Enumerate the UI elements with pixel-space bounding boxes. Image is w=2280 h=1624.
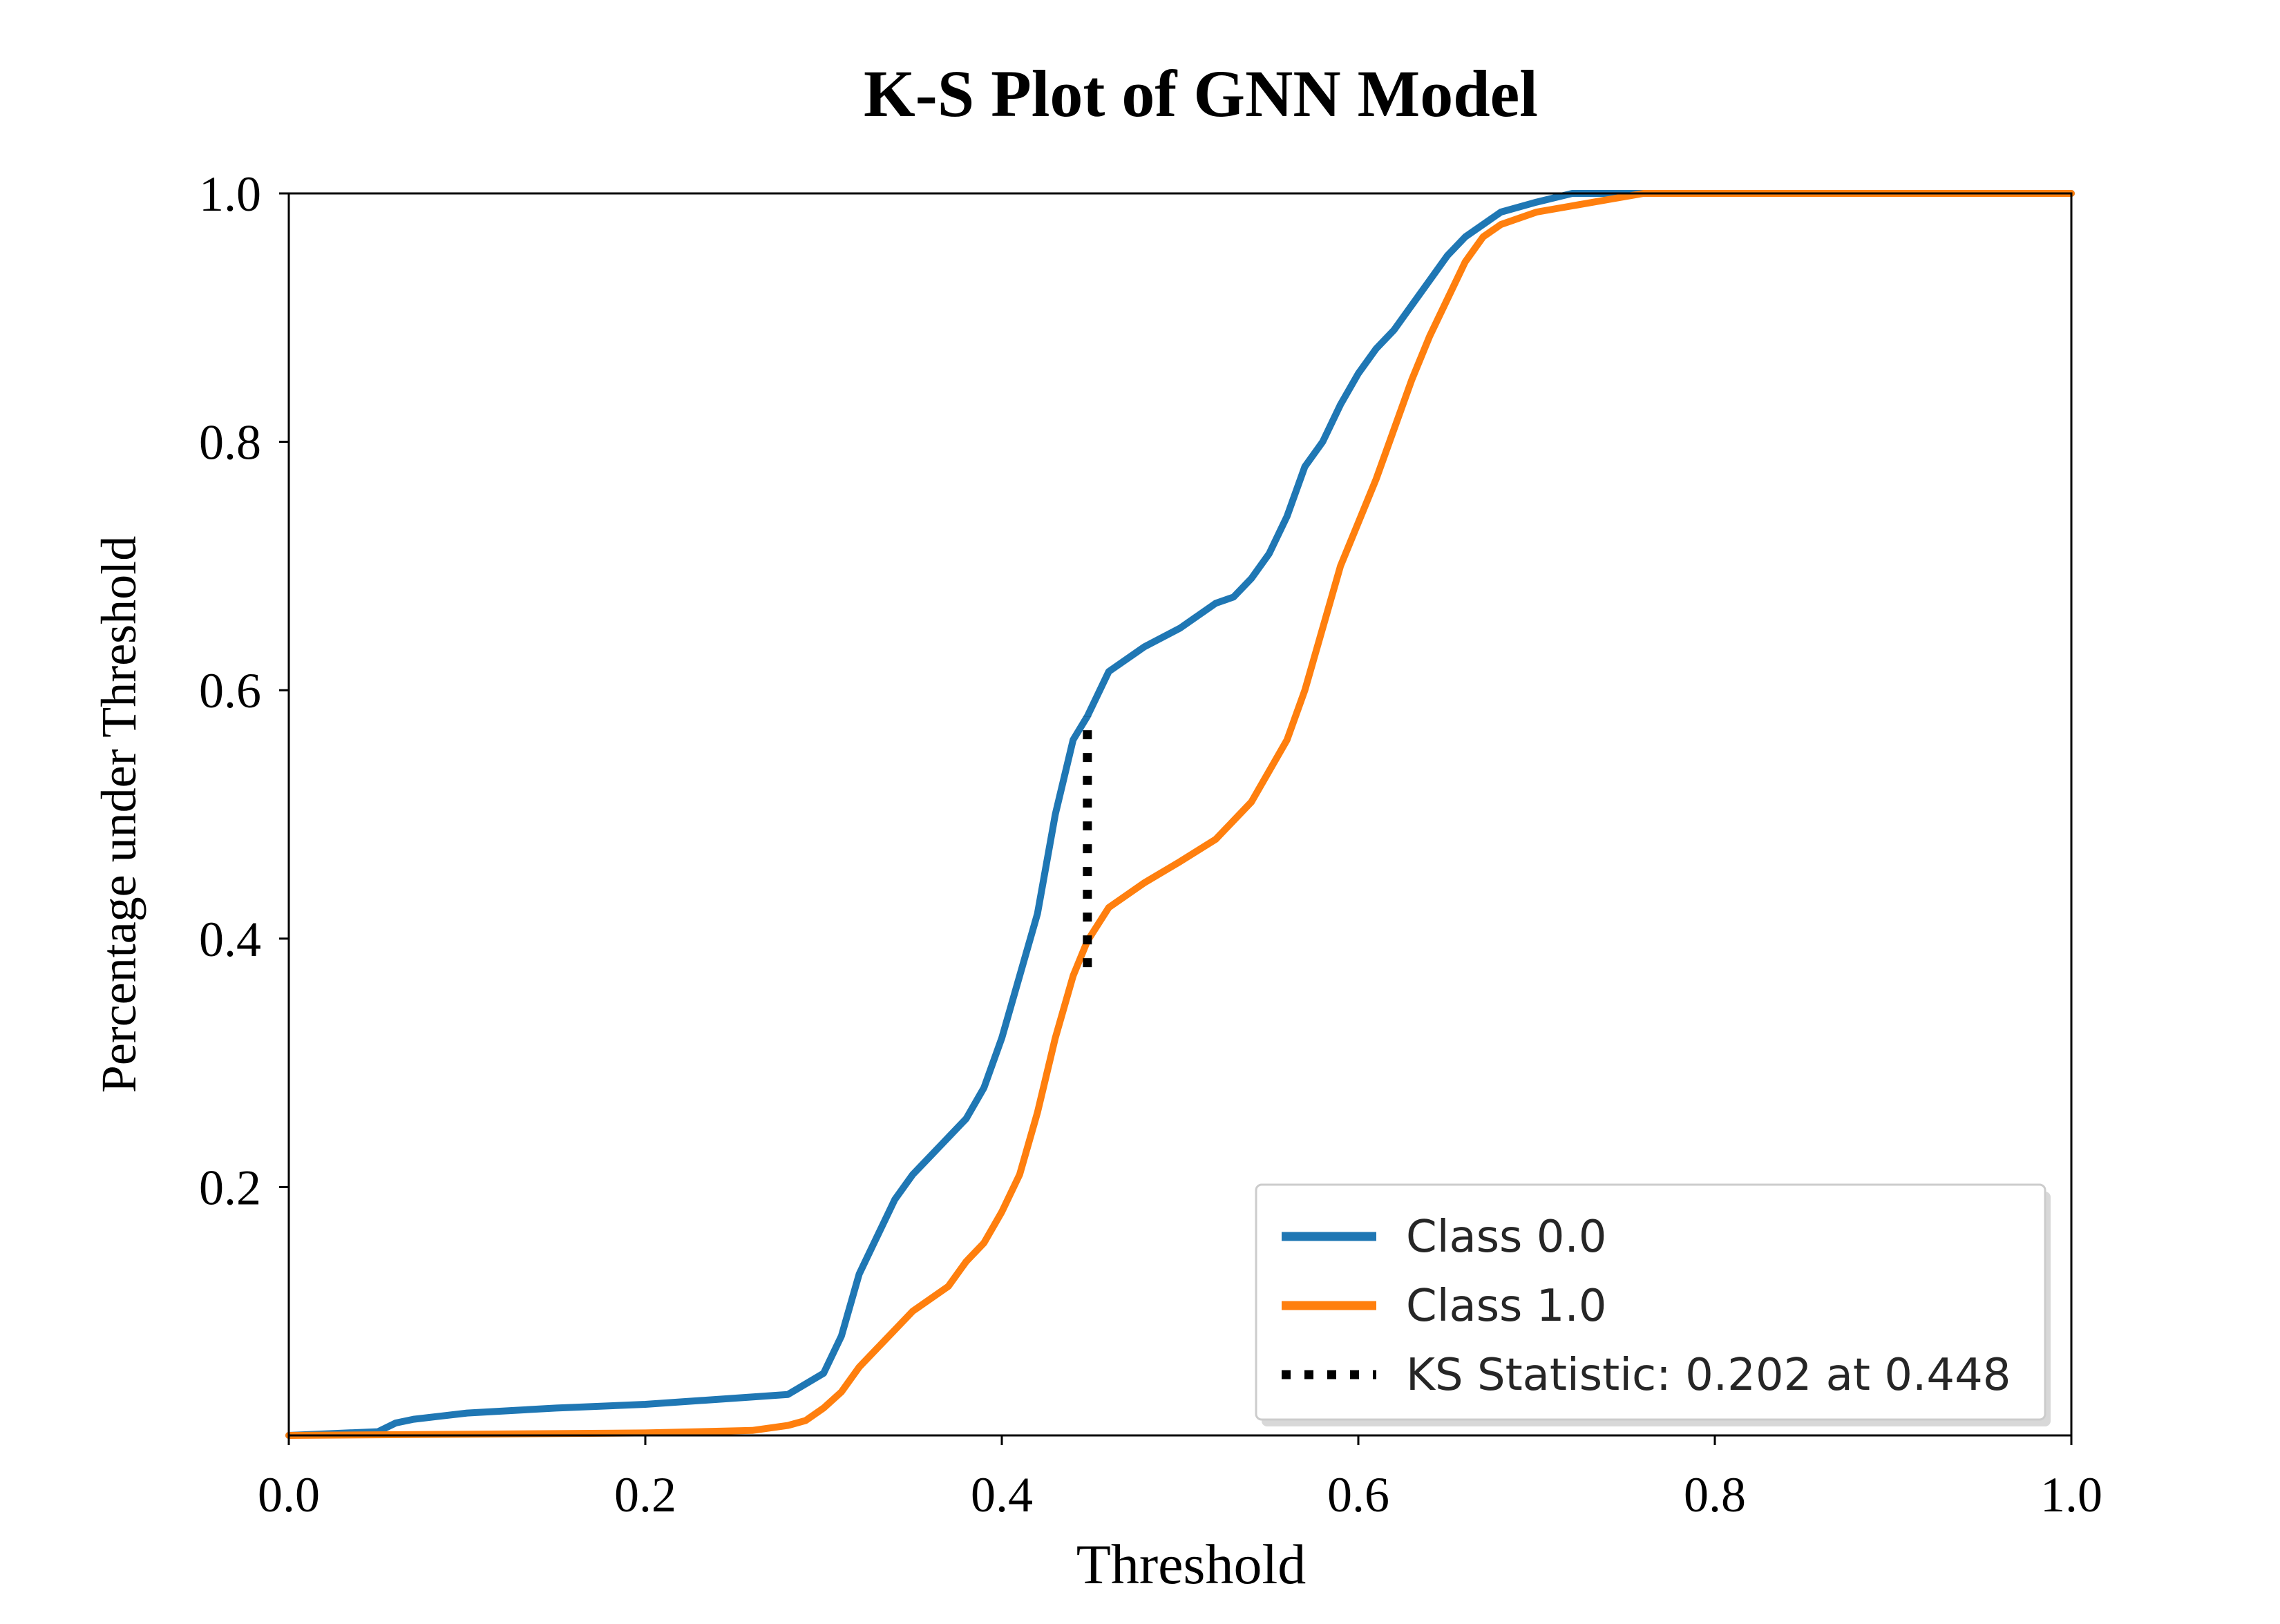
- chart-title: K-S Plot of GNN Model: [864, 57, 1538, 131]
- legend-box: [1255, 1183, 2046, 1421]
- series-line-class-0: [285, 190, 2075, 1439]
- y-tick-label: 0.8: [199, 415, 261, 470]
- lines-layer: [285, 190, 2075, 1439]
- y-tick-label: 1.0: [199, 166, 261, 222]
- plot-frame: [287, 192, 2073, 1437]
- y-tick-label: 0.2: [199, 1160, 261, 1215]
- legend-label-ks-statistic: KS Statistic: 0.202 at 0.448: [1406, 1350, 2011, 1401]
- y-tick-label: 0.4: [199, 912, 261, 967]
- x-tick-label: 0.6: [1327, 1467, 1389, 1522]
- x-tick-label: 0.8: [1684, 1467, 1746, 1522]
- legend-label-class-0: Class 0.0: [1406, 1212, 1607, 1263]
- x-tick-label: 0.0: [258, 1467, 320, 1522]
- x-axis-label: Threshold: [1076, 1533, 1306, 1596]
- x-tick-label: 0.2: [614, 1467, 676, 1522]
- legend: Class 0.0 Class 1.0 KS Statistic: 0.202 …: [1255, 1183, 2051, 1426]
- y-axis-label: Percentage under Threshold: [91, 536, 146, 1093]
- x-axis-ticks: 0.0 0.2 0.4 0.6 0.8 1.0: [258, 1435, 2102, 1522]
- y-axis-ticks: 0.2 0.4 0.6 0.8 1.0: [199, 166, 289, 1215]
- y-tick-label: 0.6: [199, 663, 261, 718]
- legend-label-class-1: Class 1.0: [1406, 1281, 1607, 1332]
- series-line-class-1: [285, 190, 2075, 1439]
- x-tick-label: 0.4: [971, 1467, 1033, 1522]
- x-tick-label: 1.0: [2040, 1467, 2102, 1522]
